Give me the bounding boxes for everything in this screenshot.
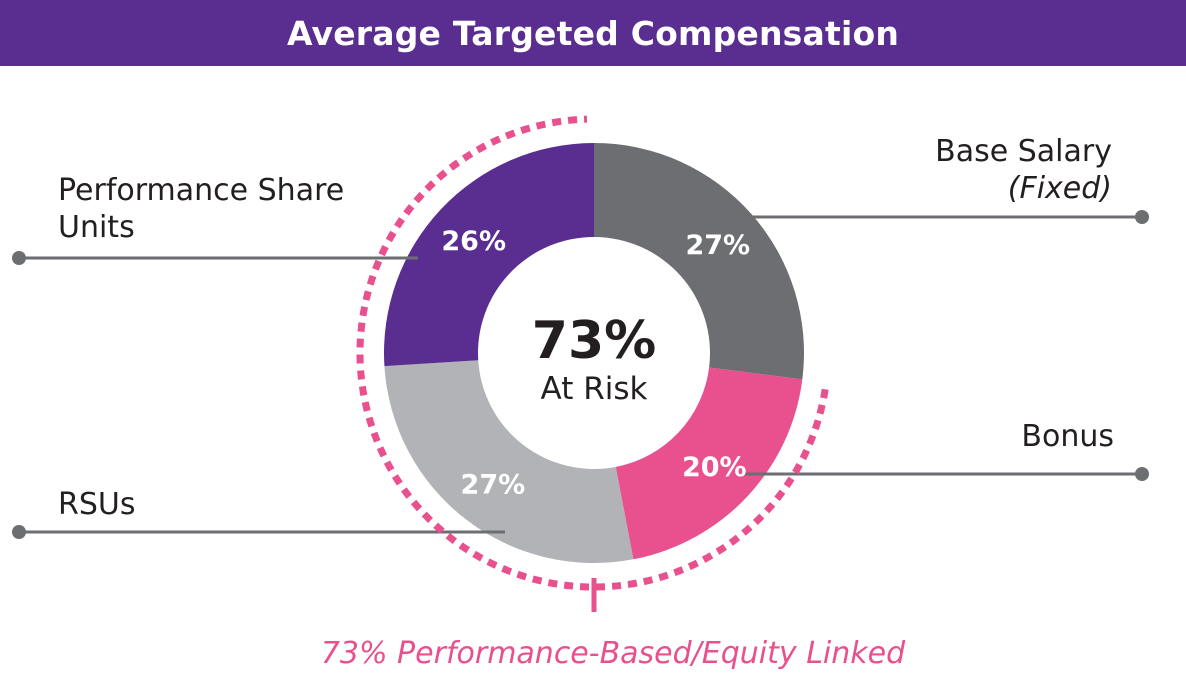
leader-dot-rsus — [12, 525, 26, 539]
donut-slices — [384, 143, 804, 564]
leader-lines — [12, 210, 1149, 539]
center-value: 73% — [532, 311, 656, 371]
chart-title: Average Targeted Compensation — [0, 0, 1186, 66]
label-rsus: RSUs — [58, 487, 136, 522]
slice-rsus — [384, 360, 634, 564]
label-bonus: Bonus — [1021, 419, 1114, 454]
slice-bonus — [615, 367, 803, 560]
pct-label-base_salary: 27% — [685, 230, 750, 261]
slice-base_salary — [594, 143, 804, 380]
label-performance-share-units: Performance Share Units — [58, 173, 345, 245]
slice-psu — [384, 143, 594, 367]
center-label: At Risk — [541, 371, 648, 407]
label-base-salary: Base Salary (Fixed) — [935, 134, 1112, 206]
pct-label-psu: 26% — [441, 226, 506, 257]
pct-label-bonus: 20% — [682, 452, 747, 483]
at-risk-dashed-arc — [356, 115, 829, 591]
pct-label-rsus: 27% — [461, 469, 526, 500]
leader-dot-base_salary — [1135, 210, 1149, 224]
leader-dot-psu — [12, 251, 26, 265]
footnote: 73% Performance-Based/Equity Linked — [320, 636, 906, 671]
leader-dot-bonus — [1135, 467, 1149, 481]
